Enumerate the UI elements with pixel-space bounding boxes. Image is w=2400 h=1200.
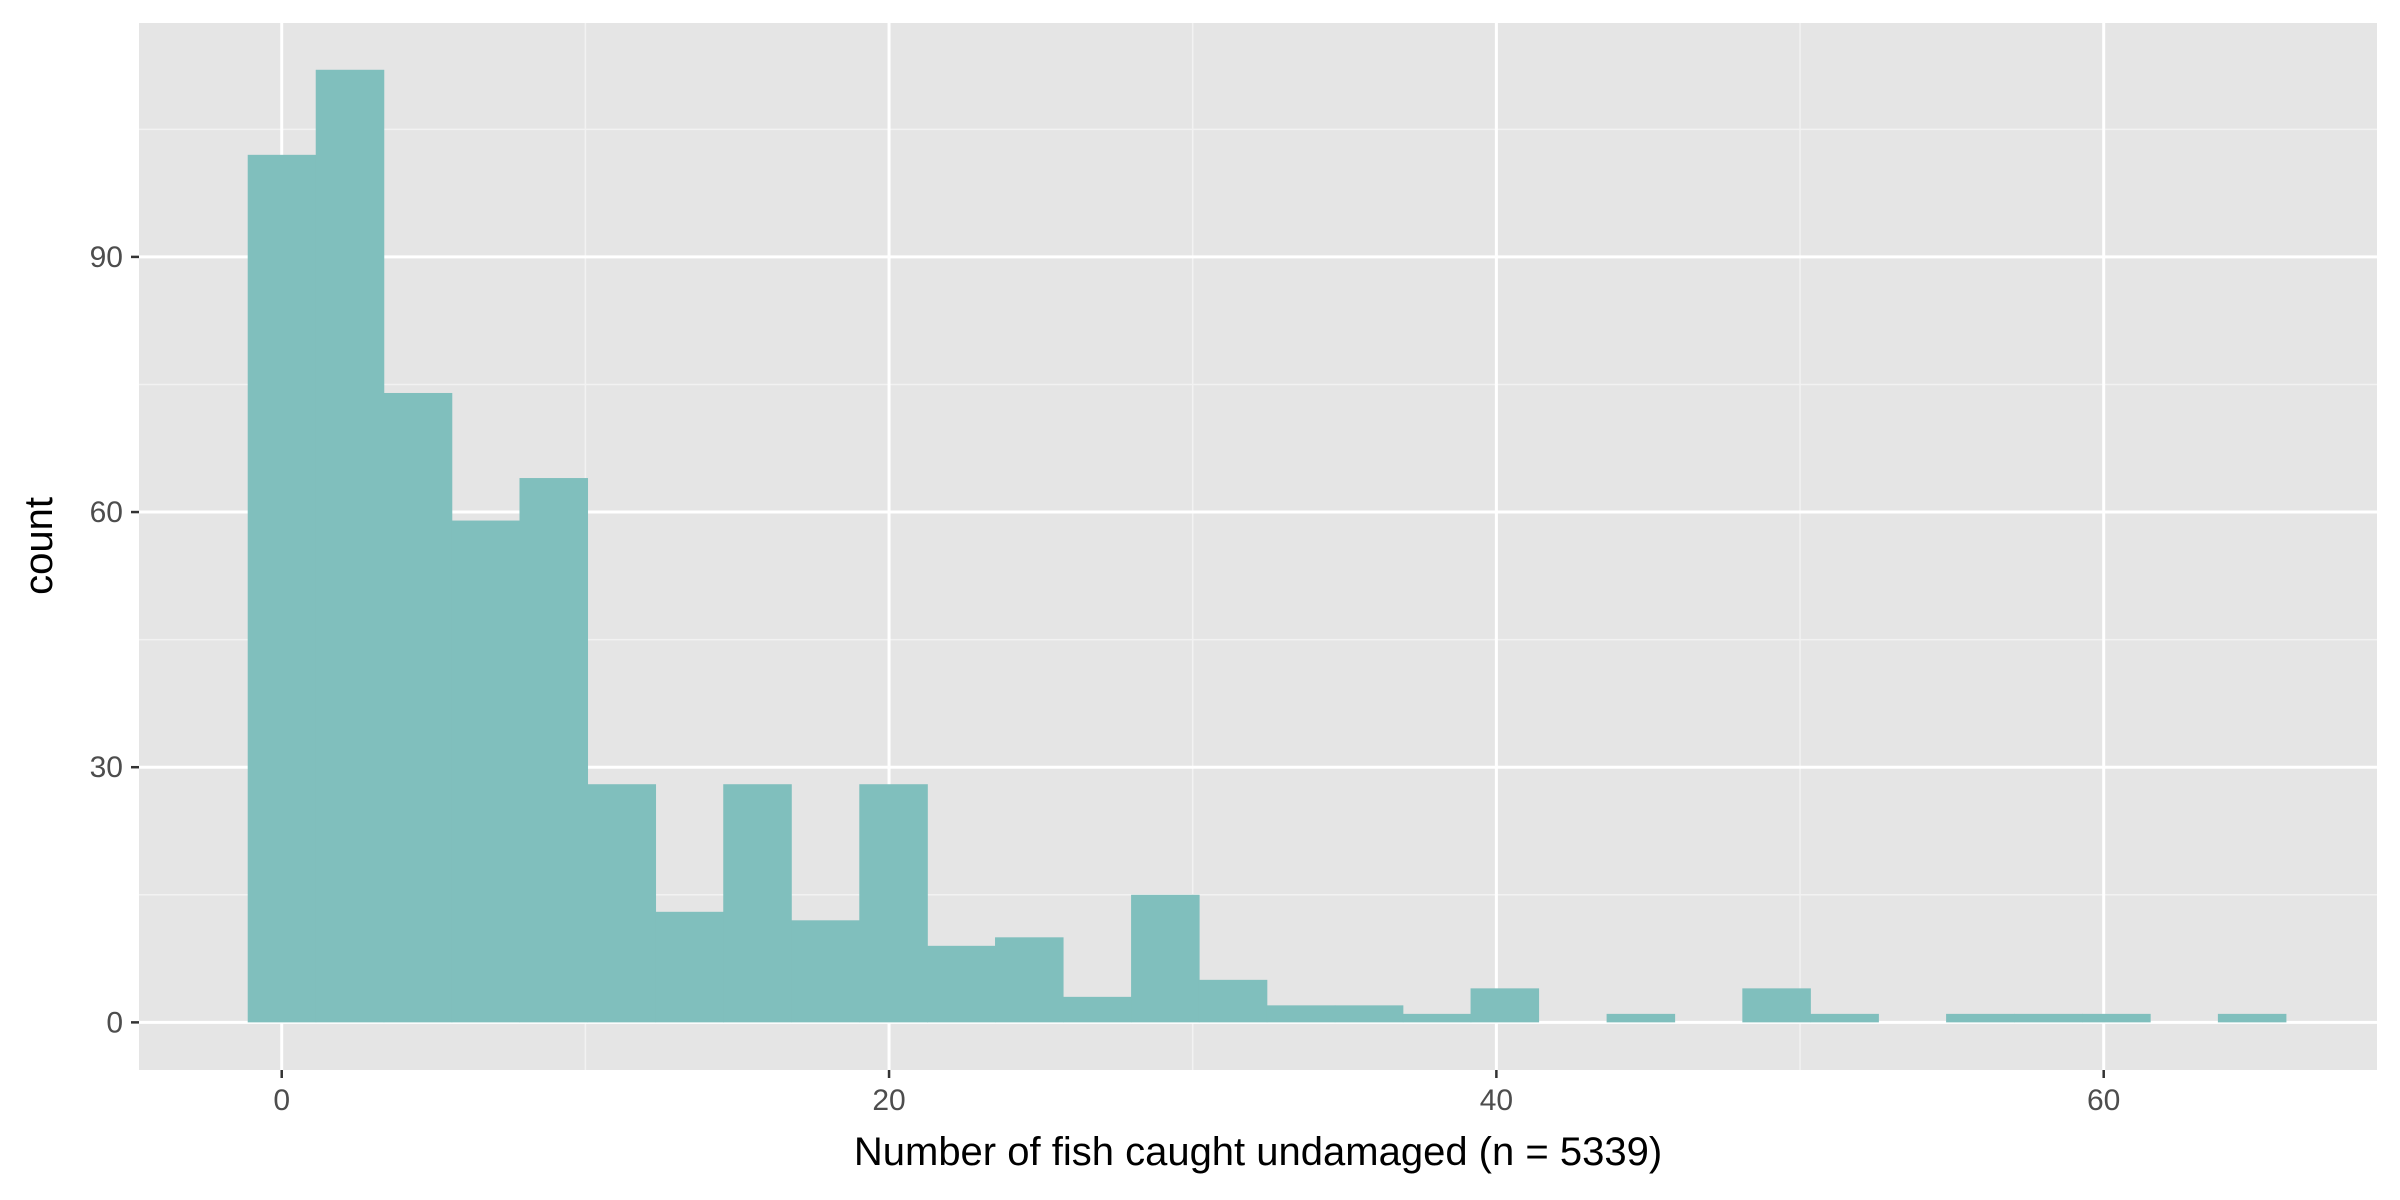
histogram-bar — [587, 784, 657, 1023]
histogram-bar — [1334, 1005, 1404, 1023]
histogram-bar — [927, 945, 996, 1023]
histogram-bar — [383, 392, 453, 1023]
y-tick-label: 0 — [106, 1006, 123, 1039]
histogram-bar — [995, 937, 1064, 1023]
y-axis-title: count — [17, 497, 61, 595]
histogram-bar — [1946, 1013, 2015, 1023]
histogram-bar — [791, 920, 860, 1023]
x-tick-label: 20 — [872, 1084, 905, 1117]
histogram-bar — [1063, 996, 1132, 1023]
histogram-bar — [2014, 1013, 2083, 1023]
histogram-bar — [1198, 979, 1268, 1023]
histogram-bar — [1131, 894, 1200, 1023]
y-axis-ticks: 0 30 60 90 — [90, 241, 139, 1039]
x-tick-label: 0 — [273, 1084, 290, 1117]
histogram-bars — [247, 69, 2287, 1023]
x-axis-ticks: 0 20 40 60 — [273, 1070, 2120, 1117]
histogram-bar — [1470, 988, 1540, 1023]
histogram-bar — [2217, 1013, 2287, 1023]
histogram-bar — [451, 520, 520, 1023]
histogram-bar — [655, 911, 725, 1023]
histogram-bar — [1810, 1013, 1879, 1023]
y-tick-label: 90 — [90, 241, 123, 274]
y-tick-label: 60 — [90, 496, 123, 529]
x-axis-title: Number of fish caught undamaged (n = 533… — [854, 1130, 1662, 1174]
histogram-bar — [1266, 1005, 1336, 1023]
histogram-bar — [1402, 1013, 1472, 1023]
x-tick-label: 40 — [1480, 1084, 1513, 1117]
histogram-bar — [247, 154, 317, 1023]
histogram-bar — [1606, 1013, 1676, 1023]
histogram-bar — [2082, 1013, 2151, 1023]
histogram-bar — [859, 784, 928, 1023]
histogram-bar — [519, 478, 589, 1023]
histogram-bar — [315, 69, 385, 1023]
x-tick-label: 60 — [2087, 1084, 2120, 1117]
histogram-bar — [1742, 988, 1811, 1023]
histogram-bar — [723, 784, 792, 1023]
y-tick-label: 30 — [90, 751, 123, 784]
